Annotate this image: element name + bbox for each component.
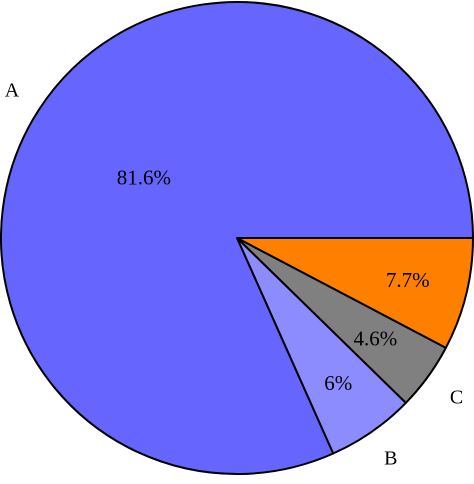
category-label-b: B [384, 448, 397, 470]
value-label-orange: 7.7% [386, 268, 430, 292]
pie-slice-orange [236, 237, 474, 349]
value-label-c: 4.6% [354, 327, 398, 351]
category-label-a: A [5, 79, 20, 101]
value-label-a: 81.6% [117, 166, 171, 190]
value-label-b: 6% [324, 371, 352, 395]
pie-slices [0, 1, 474, 475]
pie-labels: 7.7% 4.6% C 6% B 81.6% A [5, 79, 463, 469]
pie-slice-a [0, 1, 474, 475]
category-label-c: C [450, 387, 463, 409]
